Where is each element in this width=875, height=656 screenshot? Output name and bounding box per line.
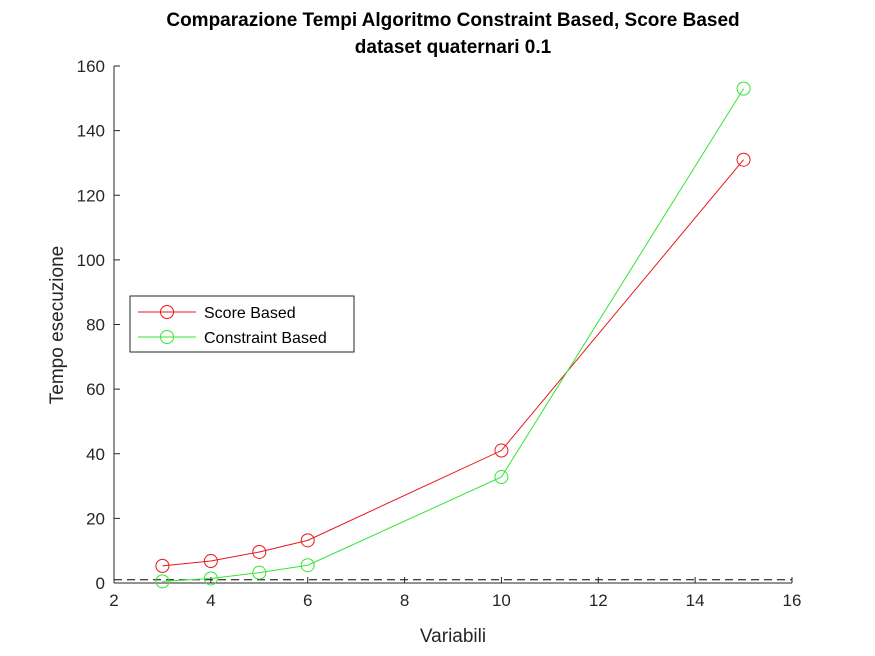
x-tick-label: 4	[206, 591, 215, 610]
x-tick-label: 2	[109, 591, 118, 610]
y-tick-label: 0	[96, 574, 105, 593]
chart-title: Comparazione Tempi Algoritmo Constraint …	[166, 10, 739, 31]
legend: Score Based Constraint Based	[129, 295, 355, 353]
x-tick-label: 12	[589, 591, 608, 610]
data-point-score-based	[203, 554, 218, 569]
data-point-constraint-based	[203, 571, 218, 586]
legend-label-score-based: Score Based	[204, 305, 296, 322]
data-point-score-based	[155, 558, 170, 573]
x-tick-label: 10	[492, 591, 511, 610]
x-axis-label: Variabili	[420, 626, 486, 647]
y-tick-label: 80	[86, 316, 105, 335]
chart-subtitle: dataset quaternari 0.1	[355, 37, 552, 58]
x-tick-label: 14	[686, 591, 705, 610]
y-tick-label: 100	[77, 251, 105, 270]
x-tick-label: 6	[303, 591, 312, 610]
legend-marker-score-based	[160, 305, 174, 319]
legend-marker-constraint-based	[160, 330, 174, 344]
data-point-score-based	[252, 544, 267, 559]
y-tick-label: 160	[77, 57, 105, 76]
data-point-constraint-based	[494, 470, 509, 485]
data-point-score-based	[494, 443, 509, 458]
y-tick-label: 40	[86, 445, 105, 464]
y-tick-label: 20	[86, 509, 105, 528]
y-axis-label: Tempo esecuzione	[47, 246, 68, 404]
y-tick-label: 120	[77, 186, 105, 205]
data-point-constraint-based	[252, 565, 267, 580]
data-point-constraint-based	[155, 574, 170, 589]
data-point-score-based	[300, 533, 315, 548]
data-point-constraint-based	[736, 81, 751, 96]
series-line-constraint-based	[162, 88, 744, 582]
legend-label-constraint-based: Constraint Based	[204, 330, 327, 347]
y-tick-label: 140	[77, 122, 105, 141]
y-tick-label: 60	[86, 380, 105, 399]
data-point-score-based	[736, 152, 751, 167]
x-tick-label: 16	[783, 591, 802, 610]
data-point-constraint-based	[300, 558, 315, 573]
series-line-score-based	[162, 159, 744, 567]
x-tick-label: 8	[400, 591, 409, 610]
